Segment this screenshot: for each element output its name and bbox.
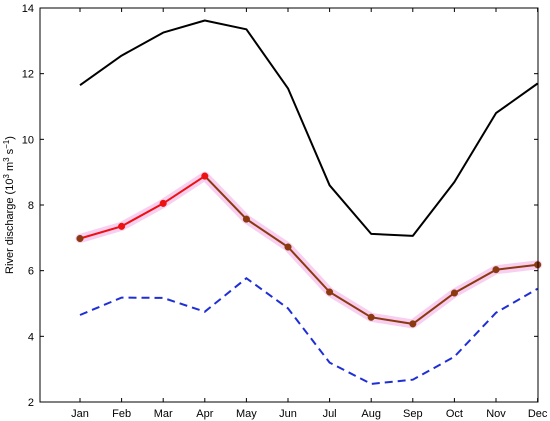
plot-frame: [39, 7, 539, 403]
series-band: [75, 171, 543, 329]
data-point-marker: [492, 266, 500, 274]
series-line-brown-segment: [204, 175, 538, 325]
y-tick-label: 6: [28, 266, 34, 278]
x-tick-label: Sep: [403, 408, 423, 420]
data-point-marker: [326, 288, 334, 296]
data-point-marker: [76, 234, 84, 243]
series-bands: [75, 171, 543, 329]
x-tick-label: Mar: [154, 408, 173, 420]
x-tick-label: Jul: [323, 408, 337, 420]
data-point-marker: [118, 222, 126, 230]
x-tick-label: Oct: [446, 408, 463, 420]
y-tick-labels: 2 4 6 8 10 12 14: [22, 3, 34, 409]
series-line-blue-dashed: [79, 276, 539, 385]
data-point-marker: [450, 289, 458, 297]
y-label-prefix: River discharge (10: [4, 179, 16, 274]
y-label-mid-1: m: [4, 162, 16, 174]
series-line-red-segment: [79, 175, 206, 240]
x-tick-labels: Jan Feb Mar Apr May Jun Jul Aug Sep Oct Nov Dec: [71, 408, 548, 420]
data-point-marker: [159, 199, 167, 207]
series-lines: [79, 19, 539, 385]
y-tick-label: 4: [28, 331, 34, 343]
x-tick-label: Nov: [486, 408, 506, 420]
x-tick-label: Aug: [361, 408, 381, 420]
y-tick-label: 12: [22, 69, 34, 81]
data-point-marker: [367, 313, 375, 321]
y-label-exp-3: −1: [2, 139, 11, 149]
y-tick-label: 14: [22, 3, 34, 15]
x-tick-label: Feb: [112, 408, 131, 420]
y-tick-label: 8: [28, 200, 34, 212]
axis-ticks: [40, 7, 539, 403]
data-point-marker: [409, 320, 417, 328]
series-markers: [76, 172, 542, 328]
x-tick-label: Dec: [528, 408, 548, 420]
y-label-mid-2: s: [4, 148, 16, 157]
y-tick-label: 2: [28, 397, 34, 409]
x-tick-label: Jan: [71, 408, 89, 420]
x-tick-label: May: [236, 408, 257, 420]
y-label-exp-2: 3: [2, 157, 11, 162]
data-point-marker: [284, 243, 292, 251]
y-label-suffix: ): [4, 136, 16, 140]
y-label-exp-1: 3: [2, 174, 11, 179]
series-line-black: [79, 19, 539, 237]
x-tick-label: Apr: [196, 408, 213, 420]
x-tick-label: Jun: [279, 408, 297, 420]
y-axis-label: River discharge (103 m3 s−1): [2, 136, 17, 274]
data-point-marker: [242, 215, 250, 223]
data-point-marker: [201, 172, 209, 180]
y-tick-label: 10: [22, 134, 34, 146]
